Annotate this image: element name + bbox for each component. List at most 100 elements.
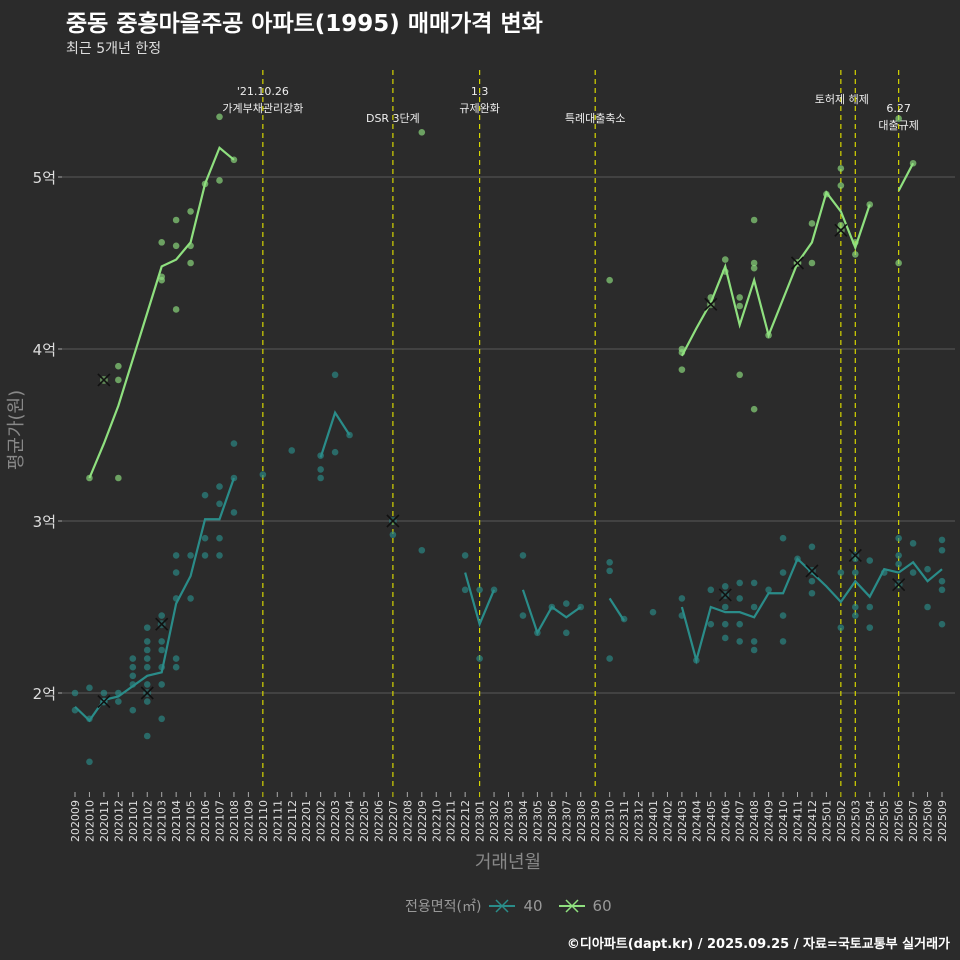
data-point-60 bbox=[216, 177, 223, 184]
data-point-40 bbox=[172, 663, 180, 671]
data-point-40 bbox=[461, 586, 469, 594]
x-marker-stroke bbox=[892, 578, 906, 592]
data-point-60 bbox=[837, 165, 845, 172]
data-point-40 bbox=[389, 531, 397, 539]
x-marker-40 bbox=[155, 617, 169, 631]
x-tick-label: 202304 bbox=[517, 800, 530, 842]
y-tick-label: 5억 bbox=[33, 169, 56, 187]
legend-swatch-60 bbox=[558, 899, 585, 913]
data-point-40 bbox=[331, 371, 339, 379]
data-point-60 bbox=[852, 251, 859, 258]
data-point-40 bbox=[129, 663, 137, 671]
x-tick-label: 202211 bbox=[445, 800, 458, 842]
policy-event-label: DSR 3단계 bbox=[366, 112, 420, 125]
data-point-60 bbox=[750, 405, 758, 413]
data-point-40 bbox=[563, 629, 570, 637]
data-point-60 bbox=[678, 366, 686, 373]
data-point-60 bbox=[158, 239, 165, 246]
data-point-40 bbox=[519, 552, 527, 559]
data-point-40 bbox=[143, 624, 151, 631]
data-point-40 bbox=[143, 655, 151, 662]
data-point-60 bbox=[187, 259, 194, 267]
x-tick-label: 202501 bbox=[820, 800, 833, 842]
x-tick-label: 202401 bbox=[647, 800, 660, 842]
x-tick-label: 202210 bbox=[430, 800, 443, 842]
data-point-60 bbox=[158, 276, 165, 284]
x-tick-label: 202108 bbox=[228, 800, 241, 842]
data-point-60 bbox=[808, 259, 816, 267]
data-point-40 bbox=[808, 577, 816, 585]
y-tick-label: 3억 bbox=[33, 513, 56, 531]
data-point-40 bbox=[750, 579, 758, 587]
y-axis-label: 평균가(원) bbox=[6, 390, 27, 470]
data-point-40 bbox=[563, 600, 570, 607]
x-tick-label: 202406 bbox=[719, 800, 732, 842]
x-marker-stroke bbox=[704, 297, 718, 311]
data-point-40 bbox=[461, 552, 469, 559]
data-point-40 bbox=[909, 569, 917, 576]
data-point-40 bbox=[158, 681, 165, 688]
x-tick-label: 202204 bbox=[344, 800, 357, 842]
policy-event-label: 규제완화 bbox=[459, 102, 499, 115]
data-point-40 bbox=[172, 655, 180, 662]
policy-event-label: 6.27 bbox=[886, 102, 911, 115]
data-point-40 bbox=[750, 646, 758, 654]
x-tick-label: 202305 bbox=[531, 800, 544, 842]
data-point-40 bbox=[721, 603, 729, 611]
x-tick-label: 202112 bbox=[286, 800, 299, 842]
data-point-60 bbox=[606, 276, 613, 284]
x-marker-stroke bbox=[718, 588, 732, 602]
x-marker-stroke bbox=[97, 373, 111, 387]
x-marker-stroke bbox=[155, 617, 169, 631]
data-point-60 bbox=[808, 220, 816, 227]
data-point-40 bbox=[808, 589, 816, 597]
data-point-60 bbox=[750, 216, 758, 224]
data-point-40 bbox=[837, 569, 845, 576]
x-marker-40 bbox=[140, 686, 154, 700]
x-tick-label: 202110 bbox=[257, 800, 270, 842]
data-point-40 bbox=[895, 560, 902, 568]
y-tick-label: 4억 bbox=[33, 341, 56, 359]
x-tick-label: 202404 bbox=[690, 800, 703, 842]
x-tick-label: 202502 bbox=[835, 800, 848, 842]
data-point-40 bbox=[938, 577, 946, 585]
series-line-60 bbox=[680, 190, 871, 357]
data-point-40 bbox=[736, 595, 743, 602]
x-marker-stroke bbox=[386, 514, 400, 528]
x-tick-label: 202310 bbox=[604, 800, 617, 842]
data-point-40 bbox=[216, 500, 223, 508]
x-tick-label: 202109 bbox=[242, 800, 255, 842]
x-tick-label: 202212 bbox=[459, 800, 472, 842]
x-tick-label: 202410 bbox=[777, 800, 790, 842]
data-point-40 bbox=[143, 681, 151, 688]
x-tick-label: 202009 bbox=[69, 800, 82, 842]
x-tick-label: 202105 bbox=[185, 800, 198, 842]
x-tick-label: 202412 bbox=[806, 800, 819, 842]
data-point-60 bbox=[115, 376, 122, 384]
data-point-60 bbox=[837, 182, 845, 189]
data-point-40 bbox=[736, 579, 743, 587]
data-point-40 bbox=[201, 491, 209, 499]
series-line-60 bbox=[88, 145, 235, 479]
x-tick-label: 202307 bbox=[560, 800, 573, 842]
data-point-40 bbox=[201, 552, 209, 559]
data-point-40 bbox=[909, 540, 917, 547]
source-caption: ©디아파트(dapt.kr) / 2025.09.25 / 자료=국토교통부 실… bbox=[566, 937, 950, 952]
x-marker-stroke bbox=[97, 695, 111, 709]
data-point-40 bbox=[678, 595, 686, 602]
legend-label-40: 40 bbox=[523, 897, 543, 915]
data-point-60 bbox=[172, 242, 180, 250]
x-tick-label: 202508 bbox=[922, 800, 935, 842]
x-marker-40 bbox=[805, 564, 819, 578]
data-point-40 bbox=[938, 586, 946, 594]
data-point-40 bbox=[837, 624, 845, 631]
data-point-60 bbox=[750, 264, 758, 272]
data-point-40 bbox=[129, 672, 137, 680]
series-line-60 bbox=[897, 162, 915, 192]
x-tick-label: 202505 bbox=[878, 800, 891, 842]
x-tick-label: 202111 bbox=[271, 800, 284, 842]
data-point-40 bbox=[216, 552, 223, 559]
x-tick-label: 202403 bbox=[676, 800, 689, 842]
legend: 전용면적(㎡) 40 60 bbox=[405, 896, 612, 916]
